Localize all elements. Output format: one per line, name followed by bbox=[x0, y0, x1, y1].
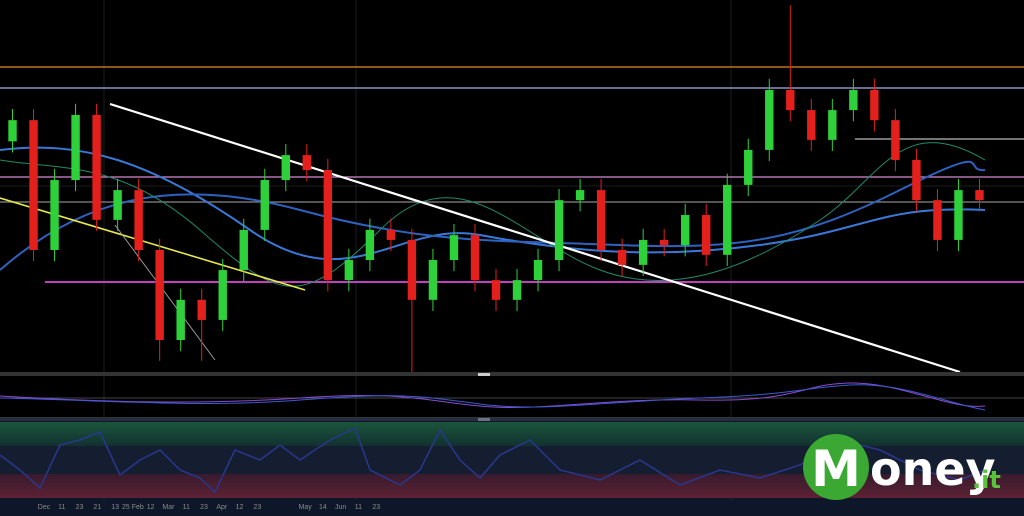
candle-body bbox=[575, 190, 585, 201]
date-label: 11 bbox=[58, 504, 65, 511]
date-label: Jun bbox=[335, 504, 346, 511]
candle-body bbox=[933, 200, 942, 240]
date-label: 23 bbox=[76, 504, 84, 511]
candle-body bbox=[449, 235, 459, 261]
date-label: 12 bbox=[147, 504, 155, 511]
date-label: 21 bbox=[93, 504, 101, 511]
candle-body bbox=[71, 114, 80, 181]
candles bbox=[8, 5, 984, 372]
candle-body bbox=[870, 90, 879, 121]
candle-body bbox=[954, 190, 963, 240]
candle-body bbox=[281, 155, 290, 181]
candle-body bbox=[92, 114, 101, 220]
candle-body bbox=[702, 215, 711, 255]
candle-body bbox=[470, 235, 480, 281]
candle-body bbox=[659, 239, 669, 246]
logo-overlay: M oney .it bbox=[0, 418, 1024, 516]
date-label: Dec bbox=[38, 504, 51, 511]
candle-body bbox=[428, 260, 438, 300]
date-label: 14 bbox=[319, 504, 327, 511]
candle-body bbox=[260, 180, 269, 230]
candle-body bbox=[155, 249, 164, 341]
candle-body bbox=[680, 215, 690, 246]
date-axis: Dec 11 23 21 13 25 Feb 12 Mar 11 23 Apr 12 23 May 14 Ju… bbox=[38, 504, 380, 511]
candle-body bbox=[365, 229, 375, 261]
candle-body bbox=[323, 170, 333, 281]
panel-handle bbox=[478, 373, 490, 376]
date-label: Apr bbox=[216, 504, 228, 511]
date-label: 25 Feb bbox=[122, 504, 144, 511]
macd-panel bbox=[0, 382, 1024, 411]
candle-body bbox=[596, 190, 606, 250]
date-label: 23 bbox=[253, 504, 261, 511]
logo-circle bbox=[803, 434, 869, 500]
candle-body bbox=[912, 159, 921, 201]
logo-suffix: .it bbox=[972, 466, 1001, 494]
candle-body bbox=[533, 260, 543, 281]
candle-body bbox=[239, 229, 248, 271]
candle-body bbox=[134, 190, 143, 250]
panel-divider bbox=[0, 372, 1024, 376]
candle-body bbox=[744, 149, 753, 185]
candle-body bbox=[638, 239, 648, 265]
logo-initial: M bbox=[811, 440, 861, 498]
candle-body bbox=[8, 120, 17, 142]
date-label: 23 bbox=[372, 504, 380, 511]
candle-body bbox=[386, 229, 396, 240]
candle-body bbox=[828, 110, 837, 140]
date-label: Mar bbox=[162, 504, 175, 511]
date-label: 11 bbox=[355, 504, 362, 511]
candle-body bbox=[807, 110, 816, 140]
candle-body bbox=[29, 120, 38, 250]
candle-body bbox=[723, 184, 732, 255]
candle-body bbox=[197, 299, 206, 320]
candle-body bbox=[617, 249, 627, 265]
candle-body bbox=[50, 180, 59, 250]
date-label: 13 bbox=[111, 504, 119, 511]
candle-body bbox=[765, 90, 774, 150]
candle-body bbox=[512, 280, 522, 300]
candle-body bbox=[491, 280, 501, 300]
candle-body bbox=[218, 270, 227, 320]
logo-text: oney bbox=[870, 442, 996, 496]
candle-body bbox=[786, 90, 795, 111]
date-label: 12 bbox=[236, 504, 244, 511]
candle-body bbox=[554, 200, 564, 261]
candle-body bbox=[975, 190, 984, 201]
date-label: 23 bbox=[200, 504, 208, 511]
candle-body bbox=[302, 155, 312, 171]
candle-body bbox=[176, 299, 185, 341]
candle-body bbox=[344, 260, 354, 281]
candle-body bbox=[113, 190, 122, 220]
date-label: 11 bbox=[183, 504, 190, 511]
candle-body bbox=[849, 90, 858, 111]
date-label: May bbox=[298, 504, 312, 511]
candle-body bbox=[407, 239, 417, 300]
moving-averages bbox=[0, 142, 986, 287]
candle-body bbox=[891, 120, 900, 160]
